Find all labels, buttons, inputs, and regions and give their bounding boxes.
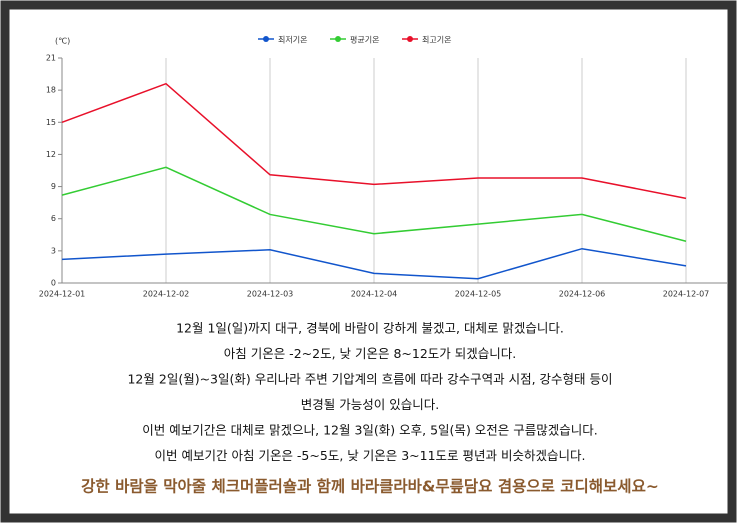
legend-label: 평균기온 [350, 35, 379, 45]
y-tick-label: 3 [51, 246, 56, 255]
series-line [61, 166, 687, 242]
notice-line: 이번 예보기간은 대체로 맑겠으나, 12월 3일(화) 오후, 5일(목) 오… [142, 423, 598, 438]
x-tick-label: 2024-12-05 [455, 290, 502, 299]
legend-marker [407, 36, 413, 42]
notice-line: 아침 기온은 -2~2도, 낮 기온은 8~12도가 되겠습니다. [224, 346, 517, 361]
x-tick-label: 2024-12-07 [663, 290, 710, 299]
x-tick-label: 2024-12-06 [559, 290, 606, 299]
y-tick-label: 18 [46, 86, 56, 95]
legend-marker [335, 36, 341, 42]
notice-line: 12월 2일(월)~3일(화) 우리나라 주변 기압계의 흐름에 따라 강수구역… [127, 372, 612, 387]
text-block: 12월 1일(일)까지 대구, 경북에 바람이 강하게 불겠고, 대체로 맑겠습… [81, 321, 659, 496]
x-tick-label: 2024-12-03 [247, 290, 294, 299]
legend-label: 최고기온 [422, 35, 451, 45]
y-tick-label: 12 [46, 150, 56, 159]
notice-line: 변경될 가능성이 있습니다. [301, 397, 439, 412]
promo-text: 강한 바람을 막아줄 체크머플러숄과 함께 바라클라바&무릎담요 겸용으로 코디… [81, 477, 659, 496]
series-line [61, 82, 687, 200]
x-tick-label: 2024-12-01 [39, 290, 86, 299]
unit-label: (℃) [55, 37, 70, 46]
notice-line: 이번 예보기간 아침 기온은 -5~5도, 낮 기온은 3~11도로 평년과 비… [155, 448, 586, 463]
y-tick-label: 6 [51, 214, 56, 223]
chart: (℃) 2024-12-01 2024-12-02 2024-12-03 2024-1… [39, 35, 727, 299]
x-tick-label: 2024-12-04 [351, 290, 398, 299]
y-tick-label: 21 [46, 54, 56, 63]
series-line [61, 247, 687, 280]
y-tick-label: 9 [51, 182, 56, 191]
y-tick-label: 15 [46, 118, 56, 127]
notice-line: 12월 1일(일)까지 대구, 경북에 바람이 강하게 불겠고, 대체로 맑겠습… [176, 321, 564, 336]
x-tick-label: 2024-12-02 [143, 290, 190, 299]
legend-label: 최저기온 [278, 35, 307, 45]
y-tick-label: 0 [51, 279, 56, 288]
legend-marker [263, 36, 269, 42]
